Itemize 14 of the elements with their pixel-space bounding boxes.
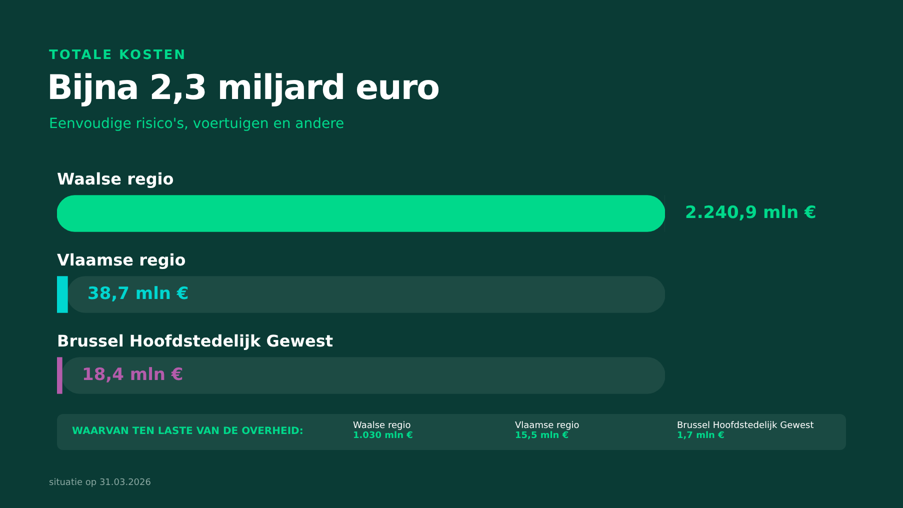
text: 1,7 mln € — [677, 431, 726, 441]
chart-subtitle: Eenvoudige risico's, voertuigen en andere — [49, 116, 344, 132]
text: situatie op 31.03.2026 — [49, 478, 151, 488]
y-tick-label: Brussel Hoofdstedelijk Gewest — [57, 332, 334, 351]
text: TOTALE KOSTEN — [49, 48, 187, 63]
text: WAARVAN TEN LASTE VAN DE OVERHEID: — [72, 426, 304, 437]
data-label: 2.240,9 mln € — [685, 202, 816, 223]
data-label: 38,7 mln € — [88, 284, 189, 304]
chart-title: Bijna 2,3 miljard euro — [47, 68, 439, 108]
text: 1.030 mln € — [353, 431, 413, 441]
data-label: 18,4 mln € — [82, 364, 184, 385]
y-tick-label: Vlaamse regio — [57, 250, 186, 270]
text: 15,5 mln € — [515, 431, 570, 441]
y-tick-label: Waalse regio — [57, 170, 174, 189]
